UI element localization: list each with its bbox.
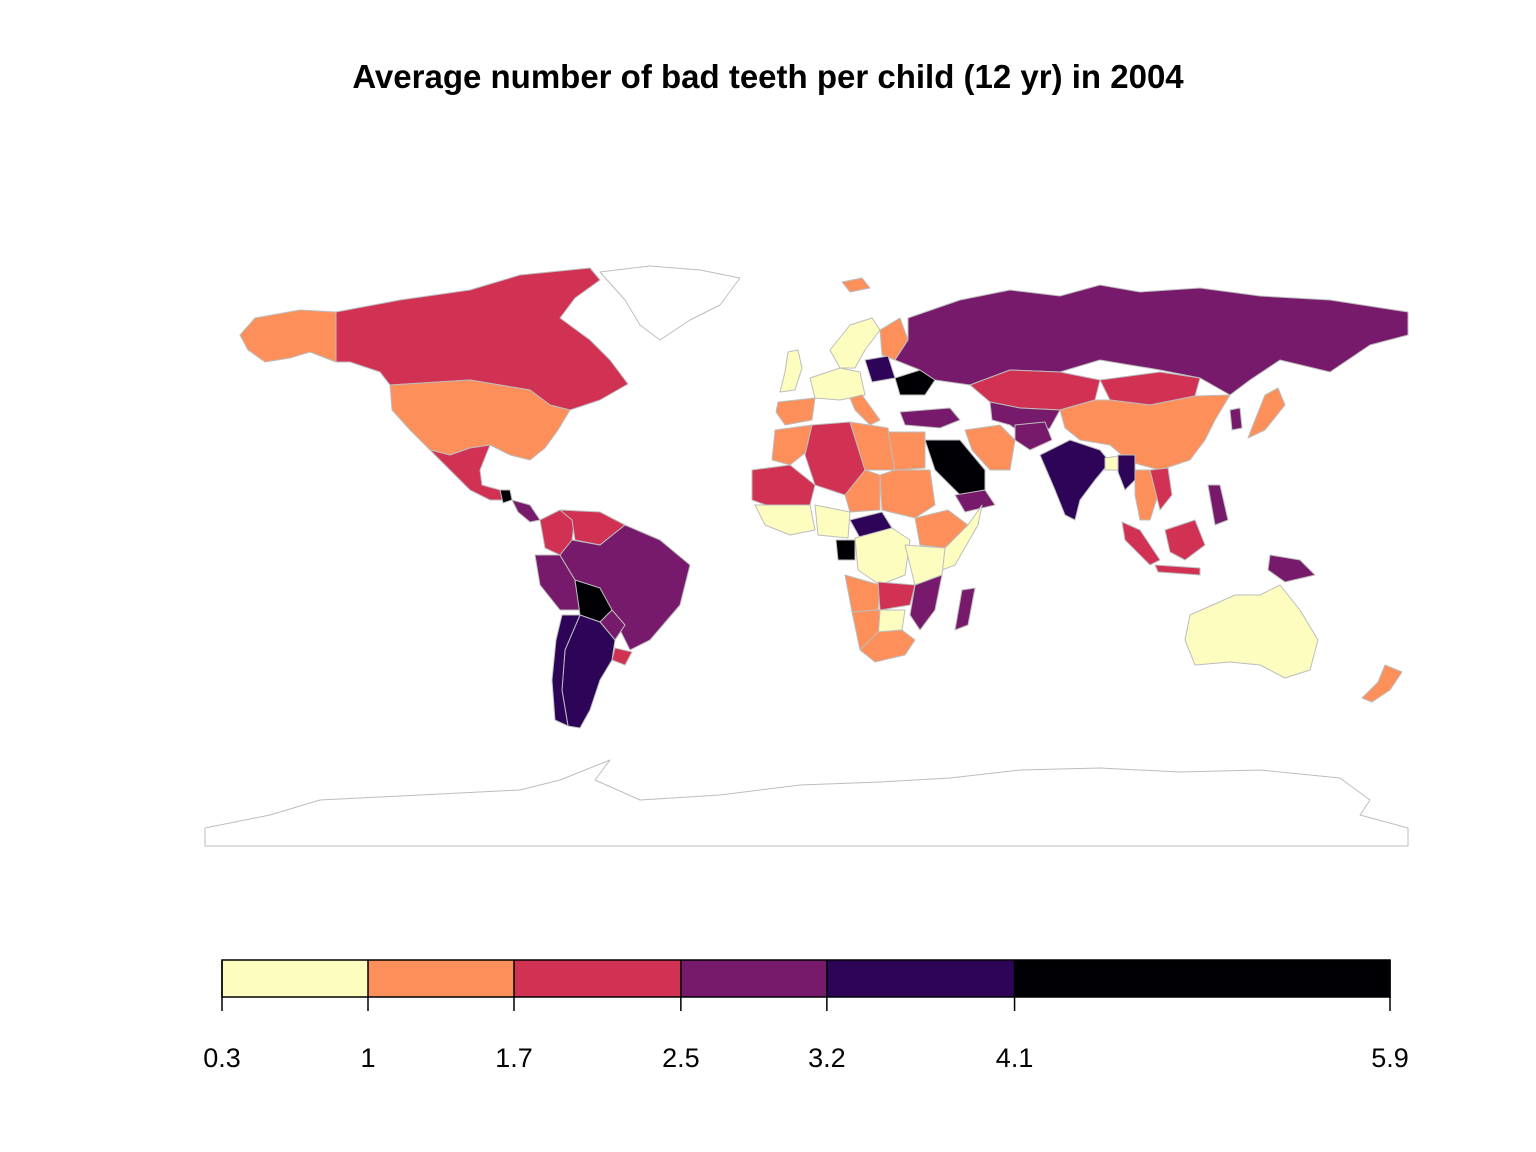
- region-russia: [894, 284, 1409, 396]
- region-west-africa: [754, 504, 816, 536]
- map-title: Average number of bad teeth per child (1…: [352, 58, 1184, 95]
- region-yemen: [954, 489, 996, 513]
- legend-tick-label-3: 2.5: [662, 1043, 700, 1073]
- region-ukraine: [894, 369, 936, 396]
- region-vietnam: [1149, 467, 1173, 511]
- region-java: [1154, 564, 1201, 576]
- region-united-kingdom: [779, 349, 803, 393]
- region-bangladesh: [1104, 455, 1119, 471]
- region-india: [1039, 439, 1111, 521]
- region-afghanistan: [1014, 421, 1053, 451]
- region-mozambique: [909, 574, 943, 631]
- region-borneo: [1164, 519, 1206, 561]
- region-uruguay: [611, 647, 633, 666]
- region-italy: [849, 394, 881, 426]
- region-morocco: [771, 424, 816, 466]
- legend-swatch-4: [826, 960, 1015, 997]
- legend-tick-label-2: 1.7: [495, 1043, 533, 1073]
- countries-layer: [204, 265, 1409, 847]
- region-madagascar: [954, 587, 976, 631]
- region-china: [1059, 394, 1231, 471]
- region-korea: [1229, 407, 1243, 431]
- region-poland: [864, 355, 896, 383]
- legend-swatch-1: [368, 960, 514, 997]
- region-canada: [335, 267, 629, 411]
- region-central-america: [511, 499, 541, 523]
- region-sudan: [879, 469, 936, 519]
- legend-swatch-3: [680, 960, 827, 997]
- region-philippines: [1207, 484, 1229, 526]
- region-egypt: [887, 431, 926, 471]
- region-turkey: [899, 407, 961, 429]
- region-mali-mauritania: [751, 464, 816, 511]
- region-gabon: [835, 539, 856, 561]
- region-guatemala: [499, 489, 513, 504]
- legend-tick-label-4: 3.2: [808, 1043, 846, 1073]
- region-japan: [1247, 387, 1286, 439]
- legend-tick-label-6: 5.9: [1371, 1043, 1409, 1073]
- region-myanmar: [1117, 454, 1136, 491]
- legend-tick-label-0: 0.3: [203, 1043, 241, 1073]
- legend-swatch-0: [222, 960, 368, 997]
- region-new-guinea: [1267, 554, 1316, 583]
- region-nigeria: [814, 504, 851, 539]
- region-australia: [1184, 584, 1319, 679]
- region-antarctica: [204, 759, 1409, 847]
- color-legend: 0.3 1 1.7 2.5 3.2 4.1 5.9: [203, 959, 1409, 1073]
- region-iberia: [775, 397, 816, 426]
- region-iceland: [841, 277, 871, 293]
- region-greenland: [599, 265, 741, 341]
- region-western-europe: [809, 367, 866, 401]
- region-south-africa: [859, 629, 916, 663]
- legend-swatch-5: [1014, 960, 1390, 997]
- region-iran: [964, 424, 1016, 471]
- legend-tick-label-1: 1: [360, 1043, 375, 1073]
- region-zambia: [877, 581, 916, 611]
- region-new-zealand: [1361, 664, 1403, 703]
- region-botswana: [877, 609, 906, 633]
- region-dr-congo: [854, 527, 911, 586]
- region-alaska: [239, 309, 337, 363]
- region-chile: [551, 614, 581, 727]
- legend-tick-label-5: 4.1: [996, 1043, 1034, 1073]
- region-united-states: [389, 379, 571, 461]
- region-chad: [844, 469, 881, 513]
- region-mexico: [429, 444, 506, 501]
- region-sumatra: [1121, 521, 1161, 566]
- legend-swatch-2: [514, 960, 681, 997]
